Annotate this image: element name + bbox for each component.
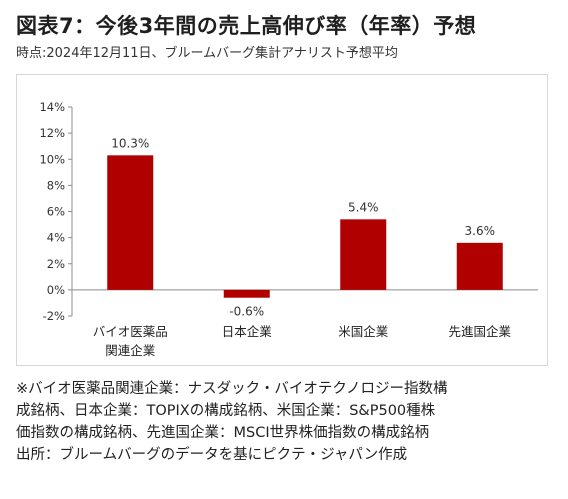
chart-title: 図表7：今後3年間の売上高伸び率（年率）予想 bbox=[16, 14, 477, 38]
footnote-line-2: 成銘柄、日本企業：TOPIXの構成銘柄、米国企業：S&P500種株 bbox=[16, 403, 436, 419]
data-label: 3.6% bbox=[465, 224, 496, 238]
x-tick-label: 日本企業 bbox=[222, 324, 273, 339]
x-tick-label: 先進国企業 bbox=[448, 324, 511, 339]
y-tick-label: 10% bbox=[39, 152, 65, 166]
data-label: -0.6% bbox=[229, 305, 264, 319]
y-tick-label: 14% bbox=[39, 100, 65, 114]
bar bbox=[340, 219, 387, 290]
data-label: 10.3% bbox=[111, 136, 149, 150]
y-tick-label: -2% bbox=[43, 309, 65, 323]
x-tick-label: 米国企業 bbox=[338, 324, 389, 339]
y-tick-label: 12% bbox=[39, 126, 65, 140]
bar bbox=[223, 289, 270, 298]
y-tick-label: 4% bbox=[47, 231, 65, 245]
chart-subtitle: 時点:2024年12月11日、ブルームバーグ集計アナリスト予想平均 bbox=[16, 46, 398, 61]
bar bbox=[456, 242, 503, 290]
chart-frame bbox=[16, 74, 548, 366]
footnote: ※バイオ医薬品関連企業：ナスダック・バイオテクノロジー指数構 成銘柄、日本企業：… bbox=[16, 378, 561, 466]
bar bbox=[107, 155, 154, 290]
y-tick-label: 0% bbox=[47, 283, 65, 297]
footnote-line-4: 出所：ブルームバーグのデータを基にピクテ・ジャパン作成 bbox=[16, 447, 408, 463]
data-label: 5.4% bbox=[348, 200, 379, 214]
footnote-line-3: 価指数の構成銘柄、先進国企業：MSCI世界株価指数の構成銘柄 bbox=[16, 425, 430, 441]
x-tick-label: 関連企業 bbox=[105, 343, 156, 358]
footnote-line-1: ※バイオ医薬品関連企業：ナスダック・バイオテクノロジー指数構 bbox=[16, 381, 448, 397]
y-tick-label: 2% bbox=[47, 257, 65, 271]
y-tick-label: 6% bbox=[47, 205, 65, 219]
x-tick-label: バイオ医薬品 bbox=[93, 324, 168, 339]
y-tick-label: 8% bbox=[47, 178, 65, 192]
